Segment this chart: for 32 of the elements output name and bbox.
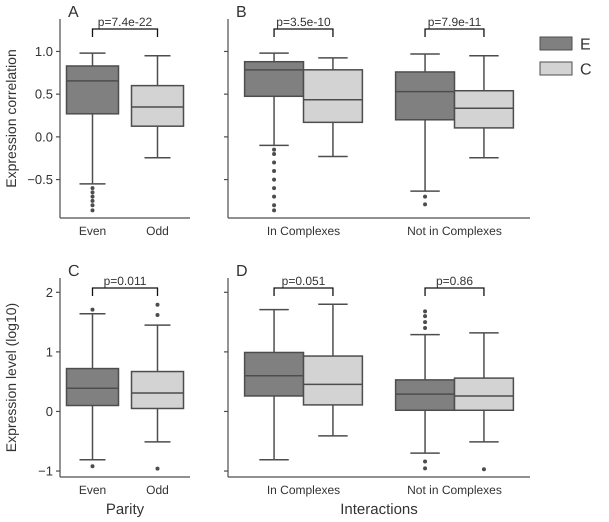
y-axis-title: Expression correlation — [3, 49, 19, 188]
x-axis-title: Interactions — [340, 501, 418, 518]
y-tick-label: 0.5 — [34, 86, 53, 102]
x-tick-label: Odd — [146, 483, 169, 497]
y-axis-title: Expression level (log10) — [3, 302, 19, 452]
y-tick-label: 2 — [46, 284, 53, 300]
annotation: p=7.4e-22 — [98, 15, 153, 29]
x-tick-label: Even — [78, 483, 106, 497]
annotation: p=0.011 — [104, 274, 147, 288]
x-tick-label: Not in Complexes — [407, 224, 502, 238]
y-tick-label: −1 — [38, 464, 53, 479]
x-tick-label: In Complexes — [266, 224, 340, 238]
annotation: p=0.86 — [436, 274, 474, 288]
legend-label: C — [580, 62, 592, 79]
x-tick-label: Even — [78, 224, 106, 238]
y-tick-label: 0 — [46, 404, 53, 420]
chart-title: D — [236, 263, 248, 280]
x-tick-label: In Complexes — [266, 483, 340, 497]
chart-title: B — [236, 4, 247, 21]
annotation: p=7.9e-11 — [428, 15, 482, 29]
y-tick-label: −0.5 — [27, 172, 53, 188]
legend-label: E — [580, 36, 591, 54]
annotation: p=3.5e-10 — [276, 15, 332, 29]
x-tick-label: Not in Complexes — [407, 483, 502, 497]
y-tick-label: 1.0 — [34, 44, 53, 60]
y-tick-label: 0.0 — [34, 129, 53, 144]
x-axis-title: Parity — [106, 501, 145, 518]
x-tick-label: Odd — [146, 224, 169, 238]
chart-title: A — [68, 4, 79, 21]
y-tick-label: 1 — [46, 344, 53, 360]
chart-title: C — [68, 263, 80, 280]
annotation: p=0.051 — [282, 274, 326, 288]
